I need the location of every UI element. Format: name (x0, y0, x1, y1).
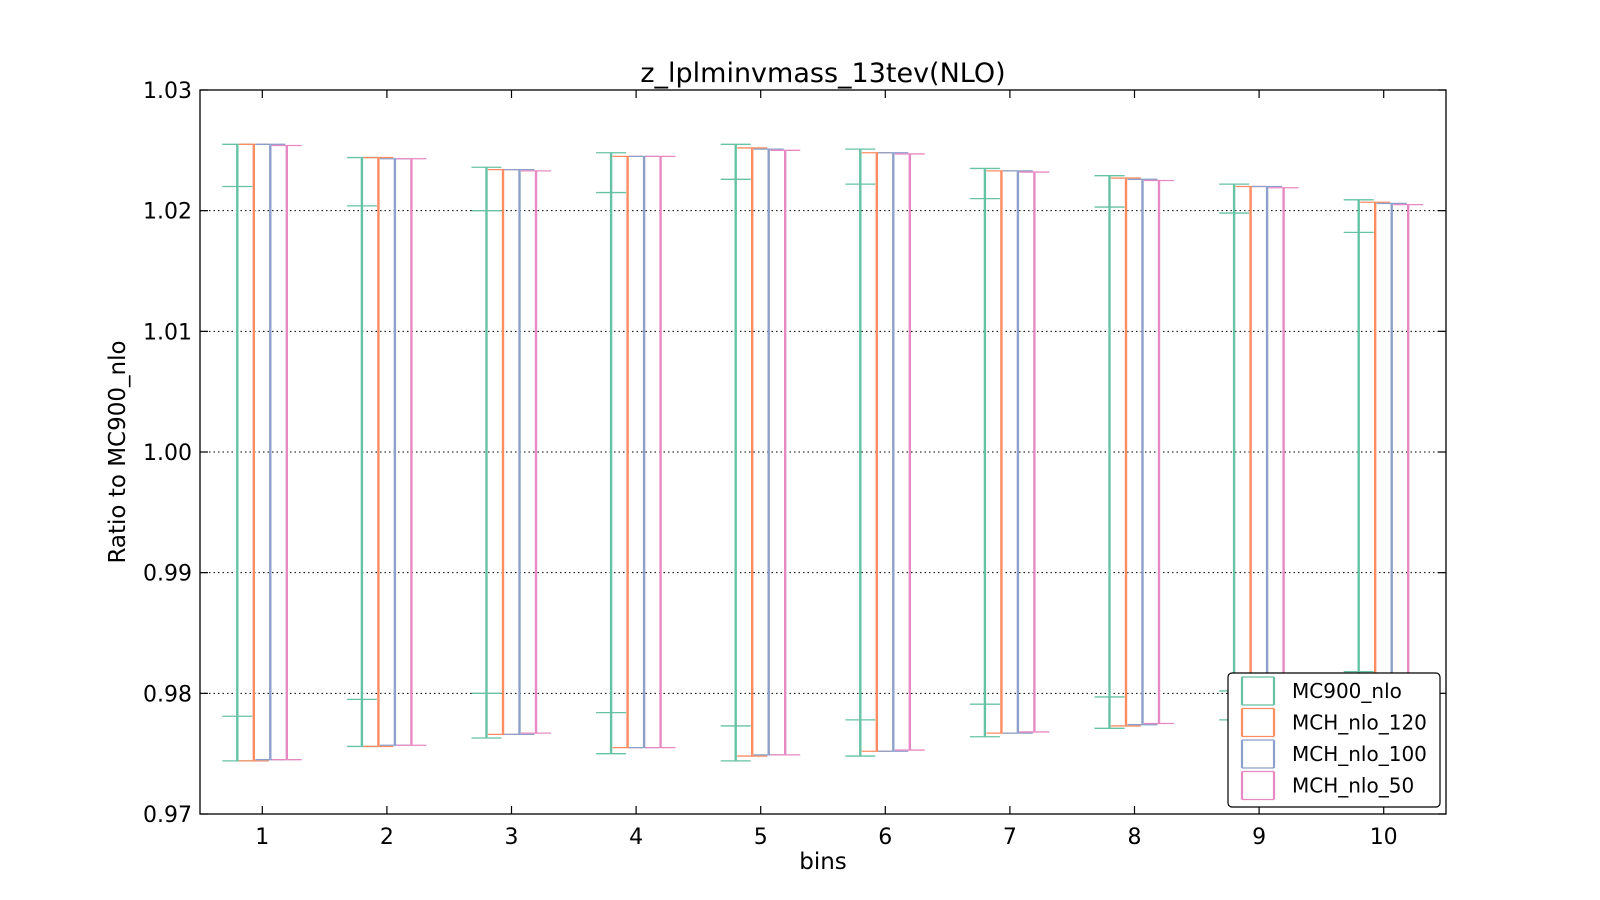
x-tick-label: 10 (1370, 825, 1398, 850)
x-tick-label: 1 (255, 825, 269, 850)
bars-layer (222, 143, 1424, 762)
x-tick-label: 4 (629, 825, 643, 850)
chart-title: z_lplminvmass_13tev(NLO) (640, 58, 1005, 89)
y-axis-title: Ratio to MC900_nlo (105, 340, 131, 563)
y-tick-label: 1.03 (143, 79, 192, 104)
y-tick-label: 1.00 (143, 441, 192, 466)
x-tick-label: 9 (1252, 825, 1266, 850)
x-tick-label: 6 (878, 825, 892, 850)
x-tick-label: 2 (380, 825, 394, 850)
x-tick-label: 5 (754, 825, 768, 850)
legend-box (1227, 672, 1441, 808)
y-tick-label: 1.01 (143, 320, 192, 345)
x-tick-label: 7 (1003, 825, 1017, 850)
grid-layer (200, 210, 1446, 694)
legend-label-mch-nlo-50: MCH_nlo_50 (1292, 774, 1414, 798)
x-tick-label: 8 (1128, 825, 1142, 850)
ticks-layer: 0.97 0.98 0.99 1.00 1.01 1.02 1.03 1 2 3 4 5 6 7 8 9 10 (143, 79, 1446, 850)
legend-label-mc900-nlo: MC900_nlo (1292, 679, 1402, 703)
legend: MC900_nlo MCH_nlo_120 MCH_nlo_100 MCH_nlo_5… (1227, 672, 1441, 808)
legend-label-mch-nlo-100: MCH_nlo_100 (1292, 742, 1427, 766)
x-axis-title: bins (799, 849, 847, 875)
y-tick-label: 0.97 (143, 803, 192, 828)
y-tick-label: 0.98 (143, 682, 192, 707)
y-tick-label: 0.99 (143, 562, 192, 587)
x-tick-label: 3 (505, 825, 519, 850)
legend-label-mch-nlo-120: MCH_nlo_120 (1292, 711, 1427, 735)
y-tick-label: 1.02 (143, 200, 192, 225)
